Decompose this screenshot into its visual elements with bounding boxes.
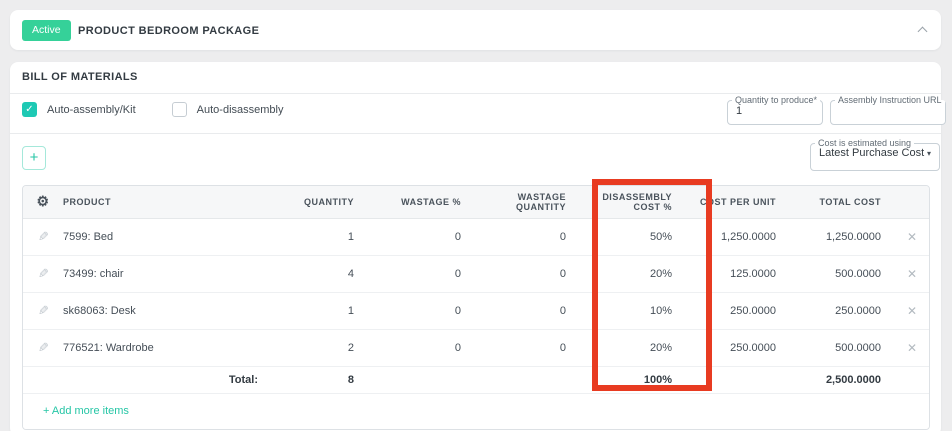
chevron-up-icon[interactable] <box>918 26 927 35</box>
total-label: Total: <box>63 366 270 394</box>
assembly-instruction-url-value[interactable] <box>831 105 945 118</box>
add-more-row: + Add more items <box>23 393 929 429</box>
cell-quantity[interactable]: 1 <box>270 292 366 330</box>
table-row: ✎ 73499: chair 4 0 0 20% 125.0000 500.00… <box>23 255 929 293</box>
column-header-wastage-pct: WASTAGE % <box>366 186 473 219</box>
divider <box>10 133 941 134</box>
bill-of-materials-card: BILL OF MATERIALS ✓ Auto-assembly/Kit Au… <box>10 62 946 431</box>
column-header-product: PRODUCT <box>63 186 270 219</box>
status-badge: Active <box>22 20 71 41</box>
plus-icon: + <box>43 405 50 418</box>
auto-disassembly-label: Auto-disassembly <box>196 103 284 116</box>
column-header-disassembly-cost: DISASSEMBLY COST % <box>578 186 684 219</box>
table-header-row: ⚙ PRODUCT QUANTITY WASTAGE % WASTAGE QUA… <box>23 186 929 219</box>
cell-disassembly-cost[interactable]: 50% <box>578 218 684 256</box>
cell-cost-per-unit: 1,250.0000 <box>684 218 788 256</box>
cell-total-cost: 250.0000 <box>788 292 893 330</box>
cell-product[interactable]: 73499: chair <box>63 255 270 293</box>
column-header-wastage-quantity: WASTAGE QUANTITY <box>473 186 578 219</box>
cell-quantity[interactable]: 1 <box>270 218 366 256</box>
edit-icon[interactable]: ✎ <box>37 265 49 281</box>
remove-row-icon[interactable]: ✕ <box>906 229 917 244</box>
cost-estimation-label: Cost is estimated using <box>818 138 912 148</box>
cell-wastage-pct[interactable]: 0 <box>366 329 473 367</box>
assembly-instruction-url-field[interactable]: Assembly Instruction URL <box>830 95 946 125</box>
table-row: ✎ 7599: Bed 1 0 0 50% 1,250.0000 1,250.0… <box>23 218 929 256</box>
remove-row-icon[interactable]: ✕ <box>906 266 917 281</box>
cell-product[interactable]: 776521: Wardrobe <box>63 329 270 367</box>
cell-wastage-qty[interactable]: 0 <box>473 218 578 256</box>
cell-wastage-qty[interactable]: 0 <box>473 329 578 367</box>
edit-icon[interactable]: ✎ <box>37 228 49 244</box>
table-row: ✎ 776521: Wardrobe 2 0 0 20% 250.0000 50… <box>23 329 929 367</box>
auto-assembly-label: Auto-assembly/Kit <box>47 103 136 116</box>
cell-disassembly-cost[interactable]: 10% <box>578 292 684 330</box>
column-header-quantity: QUANTITY <box>270 186 366 219</box>
gear-icon[interactable]: ⚙ <box>36 193 50 210</box>
cell-wastage-pct[interactable]: 0 <box>366 292 473 330</box>
section-title: BILL OF MATERIALS <box>22 71 138 83</box>
plus-icon: + <box>29 149 39 166</box>
cell-total-cost: 1,250.0000 <box>788 218 893 256</box>
assembly-options-row: ✓ Auto-assembly/Kit Auto-disassembly <box>22 102 309 117</box>
total-cost: 2,500.0000 <box>788 366 893 394</box>
product-header-card: Active PRODUCT BEDROOM PACKAGE <box>10 10 941 50</box>
cell-wastage-pct[interactable]: 0 <box>366 218 473 256</box>
remove-row-icon[interactable]: ✕ <box>906 340 917 355</box>
table-row: ✎ sk68063: Desk 1 0 0 10% 250.0000 250.0… <box>23 292 929 330</box>
quantity-to-produce-field[interactable]: Quantity to produce* 1 <box>727 95 823 125</box>
cell-total-cost: 500.0000 <box>788 255 893 293</box>
cell-cost-per-unit: 250.0000 <box>684 329 788 367</box>
cell-wastage-qty[interactable]: 0 <box>473 292 578 330</box>
chevron-down-icon: ▾ <box>926 148 931 158</box>
add-more-items-link[interactable]: + Add more items <box>23 405 129 417</box>
bom-table: ⚙ PRODUCT QUANTITY WASTAGE % WASTAGE QUA… <box>22 185 930 430</box>
column-header-total-cost: TOTAL COST <box>788 186 893 219</box>
column-header-cost-per-unit: COST PER UNIT <box>684 186 788 219</box>
add-row-button[interactable]: + <box>22 146 46 170</box>
cost-estimation-value: Latest Purchase Cost <box>819 147 925 159</box>
table-total-row: Total: 8 100% 2,500.0000 <box>23 366 929 394</box>
cell-cost-per-unit: 250.0000 <box>684 292 788 330</box>
cell-wastage-qty[interactable]: 0 <box>473 255 578 293</box>
cell-quantity[interactable]: 2 <box>270 329 366 367</box>
edit-icon[interactable]: ✎ <box>37 339 49 355</box>
page-title: PRODUCT BEDROOM PACKAGE <box>78 25 260 37</box>
cell-disassembly-cost[interactable]: 20% <box>578 329 684 367</box>
cell-disassembly-cost[interactable]: 20% <box>578 255 684 293</box>
total-quantity: 8 <box>270 366 366 394</box>
cell-wastage-pct[interactable]: 0 <box>366 255 473 293</box>
check-icon: ✓ <box>25 104 34 115</box>
remove-row-icon[interactable]: ✕ <box>906 303 917 318</box>
auto-disassembly-checkbox[interactable] <box>171 102 187 117</box>
cost-estimation-select[interactable]: Cost is estimated using Latest Purchase … <box>810 138 940 171</box>
cell-total-cost: 500.0000 <box>788 329 893 367</box>
cell-product[interactable]: 7599: Bed <box>63 218 270 256</box>
cell-cost-per-unit: 125.0000 <box>684 255 788 293</box>
assembly-instruction-url-label: Assembly Instruction URL <box>838 95 942 105</box>
total-disassembly-cost: 100% <box>578 366 684 394</box>
auto-assembly-checkbox[interactable]: ✓ <box>22 102 37 117</box>
quantity-to-produce-label: Quantity to produce* <box>735 95 818 105</box>
edit-icon[interactable]: ✎ <box>37 302 49 318</box>
quantity-to-produce-value[interactable]: 1 <box>736 105 743 117</box>
add-more-items-label: Add more items <box>51 405 129 418</box>
cell-product[interactable]: sk68063: Desk <box>63 292 270 330</box>
divider <box>10 93 941 94</box>
cell-quantity[interactable]: 4 <box>270 255 366 293</box>
